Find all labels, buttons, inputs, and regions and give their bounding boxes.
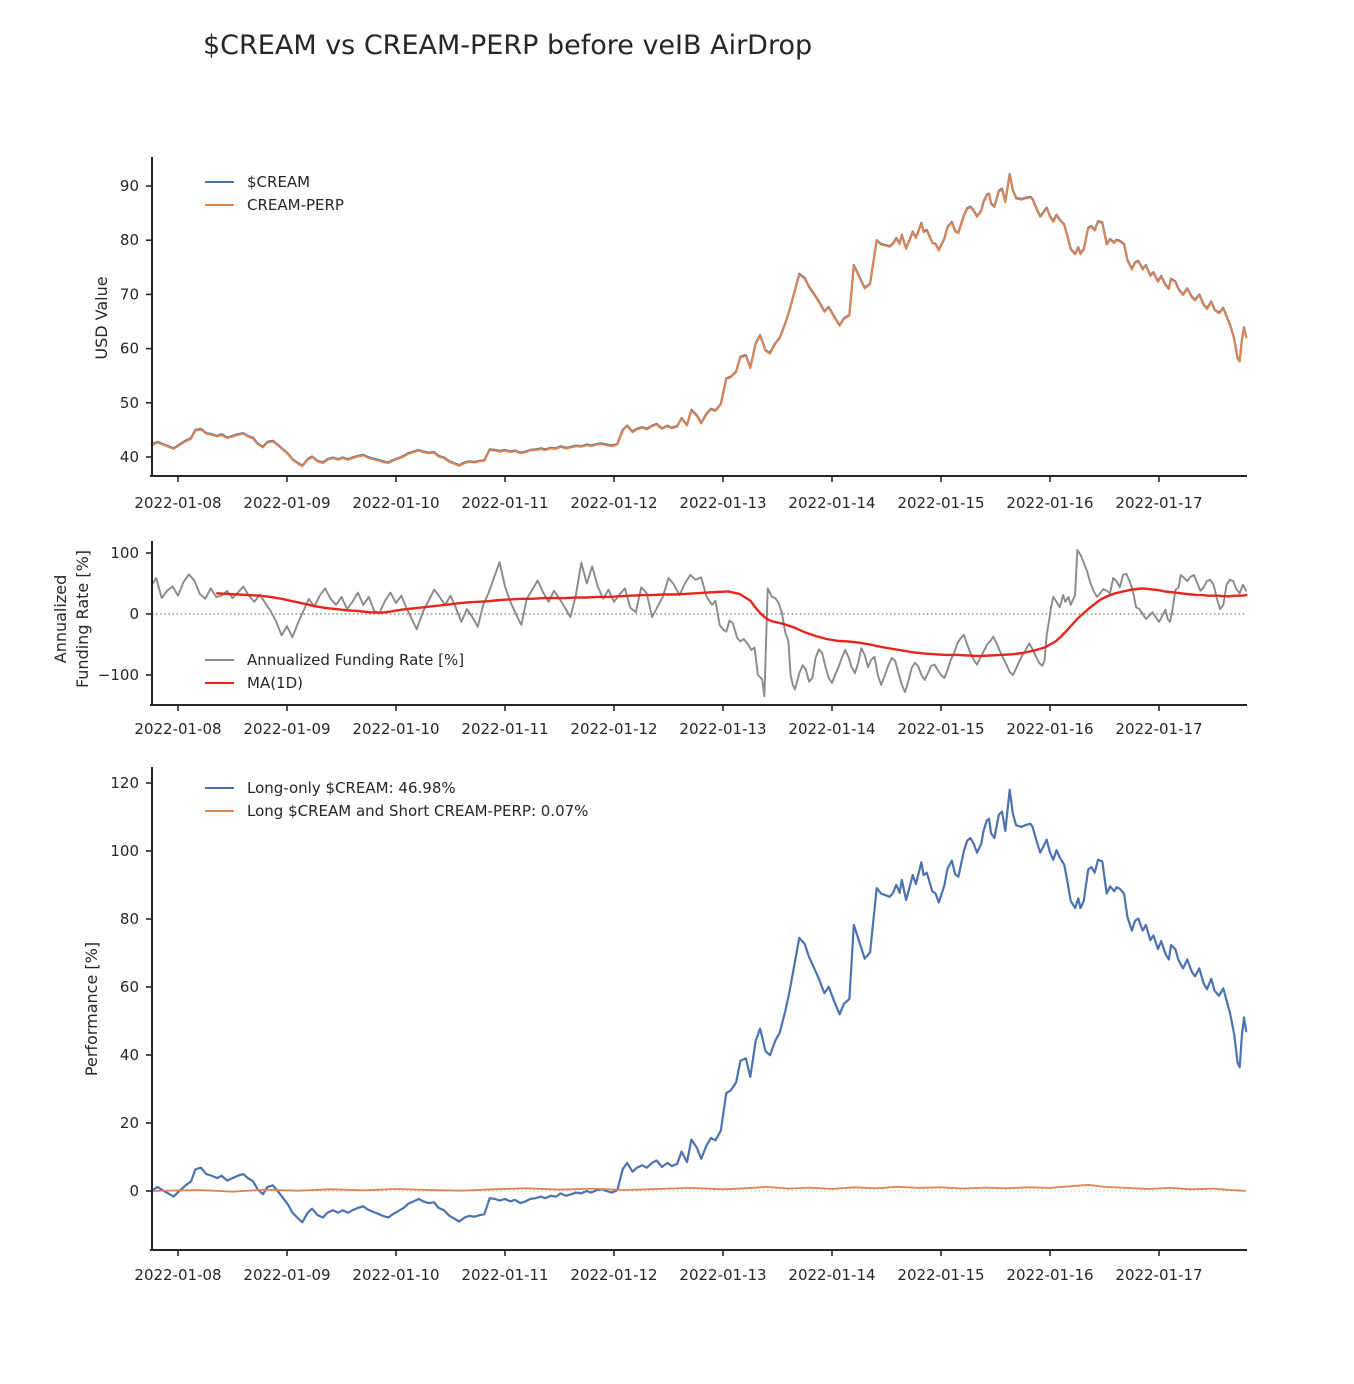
y-tick-label: 20 bbox=[120, 1114, 139, 1132]
x-tick-label: 2022-01-11 bbox=[461, 1266, 548, 1284]
y-tick-label: 80 bbox=[120, 231, 139, 249]
x-tick-label: 2022-01-10 bbox=[352, 720, 439, 738]
legend-usd-value: $CREAM CREAM-PERP bbox=[205, 170, 344, 216]
x-tick-label: 2022-01-13 bbox=[679, 1266, 766, 1284]
x-tick-label: 2022-01-14 bbox=[788, 1266, 875, 1284]
legend-item: $CREAM bbox=[205, 170, 344, 193]
legend-label: $CREAM bbox=[247, 172, 311, 191]
legend-line-swatch-funding bbox=[205, 658, 234, 661]
legend-item: MA(1D) bbox=[205, 671, 464, 694]
y-tick-label: 70 bbox=[120, 285, 139, 303]
series-line-cream-perp bbox=[150, 173, 1248, 468]
y-tick-label: 100 bbox=[110, 842, 139, 860]
y-axis-label: Funding Rate [%] bbox=[73, 550, 92, 688]
x-tick-label: 2022-01-17 bbox=[1115, 1266, 1202, 1284]
y-axis-label: USD Value bbox=[92, 276, 111, 359]
subplot-2: 2022-01-08 2022-01-09 2022-01-10 2022-01-11… bbox=[82, 767, 1248, 1284]
x-tick-label: 2022-01-13 bbox=[679, 720, 766, 738]
axes-0: 2022-01-08 2022-01-09 2022-01-10 2022-01-11… bbox=[92, 157, 1247, 512]
y-tick-label: 40 bbox=[120, 1046, 139, 1064]
x-tick-label: 2022-01-10 bbox=[352, 494, 439, 512]
legend-line-swatch-cream bbox=[205, 180, 234, 183]
x-tick-label: 2022-01-11 bbox=[461, 720, 548, 738]
x-tick-label: 2022-01-11 bbox=[461, 494, 548, 512]
y-axis-label: Performance [%] bbox=[82, 942, 101, 1076]
x-tick-label: 2022-01-12 bbox=[570, 720, 657, 738]
y-tick-label: 120 bbox=[110, 774, 139, 792]
y-tick-label: 60 bbox=[120, 978, 139, 996]
legend-line-swatch-perp bbox=[205, 203, 234, 206]
x-tick-label: 2022-01-16 bbox=[1006, 720, 1093, 738]
series-line-long-cream-and-short-cream-perp bbox=[150, 1184, 1246, 1193]
x-tick-label: 2022-01-08 bbox=[134, 720, 221, 738]
x-tick-label: 2022-01-12 bbox=[570, 494, 657, 512]
axes-1: 2022-01-08 2022-01-09 2022-01-10 2022-01-11… bbox=[51, 541, 1247, 738]
x-tick-label: 2022-01-12 bbox=[570, 1266, 657, 1284]
y-tick-label: 90 bbox=[120, 177, 139, 195]
x-tick-label: 2022-01-14 bbox=[788, 494, 875, 512]
series-line-cream bbox=[150, 173, 1248, 467]
x-tick-label: 2022-01-15 bbox=[897, 1266, 984, 1284]
subplot-0: 2022-01-08 2022-01-09 2022-01-10 2022-01-11… bbox=[92, 157, 1248, 512]
figure-title: $CREAM vs CREAM-PERP before veIB AirDrop bbox=[203, 30, 813, 61]
series-line-long-only-cream bbox=[150, 788, 1248, 1224]
y-tick-label: 100 bbox=[110, 544, 139, 562]
legend-label: MA(1D) bbox=[247, 673, 304, 692]
subplot-1: 2022-01-08 2022-01-09 2022-01-10 2022-01-11… bbox=[51, 541, 1248, 738]
y-tick-label: 60 bbox=[120, 340, 139, 358]
x-tick-label: 2022-01-17 bbox=[1115, 720, 1202, 738]
legend-funding-rate: Annualized Funding Rate [%] MA(1D) bbox=[205, 648, 464, 694]
y-tick-label: 40 bbox=[120, 448, 139, 466]
series-line-annualized-funding-rate bbox=[150, 549, 1248, 698]
series-line-ma-1d bbox=[216, 587, 1248, 658]
legend-line-swatch-ma bbox=[205, 681, 234, 684]
x-tick-label: 2022-01-17 bbox=[1115, 494, 1202, 512]
x-tick-label: 2022-01-16 bbox=[1006, 1266, 1093, 1284]
y-tick-label: −100 bbox=[98, 666, 139, 684]
legend-label: Long $CREAM and Short CREAM-PERP: 0.07% bbox=[247, 801, 589, 820]
x-tick-label: 2022-01-13 bbox=[679, 494, 766, 512]
y-tick-label: 0 bbox=[129, 605, 139, 623]
y-tick-label: 0 bbox=[129, 1182, 139, 1200]
x-tick-label: 2022-01-08 bbox=[134, 494, 221, 512]
x-tick-label: 2022-01-08 bbox=[134, 1266, 221, 1284]
x-tick-label: 2022-01-09 bbox=[243, 720, 330, 738]
y-tick-label: 80 bbox=[120, 910, 139, 928]
x-tick-label: 2022-01-15 bbox=[897, 720, 984, 738]
x-tick-label: 2022-01-16 bbox=[1006, 494, 1093, 512]
x-tick-label: 2022-01-15 bbox=[897, 494, 984, 512]
x-tick-label: 2022-01-14 bbox=[788, 720, 875, 738]
x-tick-label: 2022-01-10 bbox=[352, 1266, 439, 1284]
y-tick-label: 50 bbox=[120, 394, 139, 412]
legend-item: Long $CREAM and Short CREAM-PERP: 0.07% bbox=[205, 799, 588, 822]
y-axis-label: Annualized bbox=[51, 575, 70, 663]
legend-label: Long-only $CREAM: 46.98% bbox=[247, 778, 456, 797]
x-tick-label: 2022-01-09 bbox=[243, 1266, 330, 1284]
legend-performance: Long-only $CREAM: 46.98% Long $CREAM and… bbox=[205, 776, 588, 822]
legend-item: CREAM-PERP bbox=[205, 193, 344, 216]
axes-2: 2022-01-08 2022-01-09 2022-01-10 2022-01-11… bbox=[82, 767, 1247, 1284]
legend-line-swatch-long-cream bbox=[205, 786, 234, 789]
x-tick-label: 2022-01-09 bbox=[243, 494, 330, 512]
legend-item: Annualized Funding Rate [%] bbox=[205, 648, 464, 671]
legend-line-swatch-hedged bbox=[205, 809, 234, 812]
legend-item: Long-only $CREAM: 46.98% bbox=[205, 776, 588, 799]
legend-label: CREAM-PERP bbox=[247, 195, 344, 214]
legend-label: Annualized Funding Rate [%] bbox=[247, 650, 465, 669]
